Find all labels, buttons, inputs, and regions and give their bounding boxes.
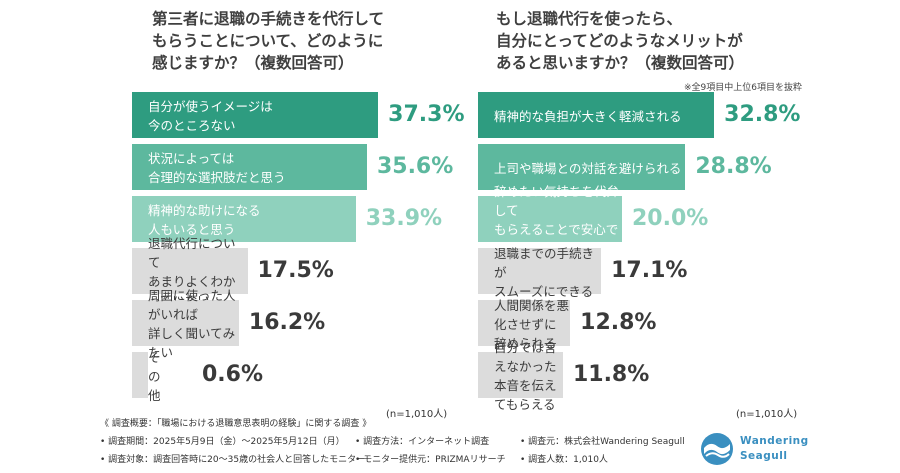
left-value-label-4: 17.5%: [257, 258, 334, 283]
left-bar-label-3: 精神的な助けになる 人もいると思う: [148, 203, 261, 237]
right-chart-title: もし退職代行を使ったら、 自分にとってどのようなメリットが あると思いますか？（…: [496, 10, 745, 72]
left-bar-label-1: 自分が使うイメージは 今のところない: [148, 99, 273, 133]
right-bar-2: 上司や職場との対話を避けられる: [478, 144, 686, 190]
survey-summary-heading: 《 調査概要：「職場における退職意思表明の経験」に関する調査 》: [100, 419, 372, 429]
left-bar-label-5: 周囲に使った人がいれば 詳しく聞いてみたい: [148, 288, 236, 360]
right-bar-label-1: 精神的な負担が大きく軽減される: [494, 108, 682, 124]
left-bar-label-2: 状況によっては 合理的な選択肢だと思う: [148, 151, 286, 185]
left-bar-3: 精神的な助けになる 人もいると思う: [132, 196, 356, 242]
left-bar-6: その他: [132, 350, 161, 403]
monitor-provider: • モニター提供元：PRIZMAリサーチ: [355, 455, 506, 465]
survey-method: • 調査方法：インターネット調査: [355, 437, 490, 447]
right-sample-size: (n=1,010人): [736, 409, 798, 420]
right-value-label-4: 17.1%: [611, 258, 688, 283]
right-bar-label-2: 上司や職場との対話を避けられる: [494, 160, 682, 176]
logo-text-line2: Seagull: [740, 450, 788, 462]
right-bar-4: 退職までの手続きが スムーズにできる: [478, 246, 602, 299]
right-bar-3: 辞めたい気持ちを代弁して もらえることで安心できる: [478, 184, 622, 256]
right-value-label-5: 12.8%: [580, 310, 657, 335]
right-value-label-1: 32.8%: [724, 102, 801, 127]
left-value-label-5: 16.2%: [248, 310, 326, 335]
seagull-wave-icon: [701, 433, 733, 465]
left-bar-label-6: その他: [148, 349, 161, 403]
right-bar-label-4: 退職までの手続きが スムーズにできる: [494, 245, 595, 299]
left-bar-1: 自分が使うイメージは 今のところない: [132, 92, 379, 138]
right-value-label-2: 28.8%: [695, 154, 772, 179]
left-chart-title: 第三者に退職の手続きを代行して もらうことについて、どのように 感じますか？（複…: [152, 10, 385, 72]
survey-source: • 調査元：株式会社Wandering Seagull: [520, 437, 685, 447]
left-bar-2: 状況によっては 合理的な選択肢だと思う: [132, 144, 367, 190]
right-bar-label-6: 自分では言えなかった 本音を伝えてもらえる: [494, 340, 557, 412]
left-value-label-3: 33.9%: [365, 206, 443, 231]
left-value-label-6: 0.6%: [202, 362, 264, 387]
right-bar-6: 自分では言えなかった 本音を伝えてもらえる: [478, 340, 563, 412]
left-bar-5: 周囲に使った人がいれば 詳しく聞いてみたい: [132, 288, 239, 360]
wandering-seagull-logo: Wandering Seagull: [700, 432, 810, 466]
left-value-label-2: 35.6%: [376, 154, 454, 179]
logo-text-line1: Wandering: [740, 435, 809, 447]
right-bar-5: 人間関係を悪化させずに 辞められる: [478, 298, 571, 351]
left-value-label-1: 37.3%: [388, 102, 465, 127]
right-value-label-6: 11.8%: [572, 362, 650, 387]
right-bar-label-5: 人間関係を悪化させずに 辞められる: [494, 297, 570, 351]
right-chart-note: ※全9項目中上位6項目を抜粋: [684, 83, 802, 93]
right-value-label-3: 20.0%: [632, 206, 709, 231]
survey-period: • 調査期間：2025年5月9日（金）〜2025年5月12日（月）: [100, 437, 345, 447]
right-bar-1: 精神的な負担が大きく軽減される: [478, 92, 715, 138]
survey-count: • 調査人数：1,010人: [520, 455, 608, 465]
left-sample-size: (n=1,010人): [386, 409, 448, 420]
survey-target: • 調査対象：調査回答時に20〜35歳の社会人と回答したモニター: [100, 455, 366, 465]
